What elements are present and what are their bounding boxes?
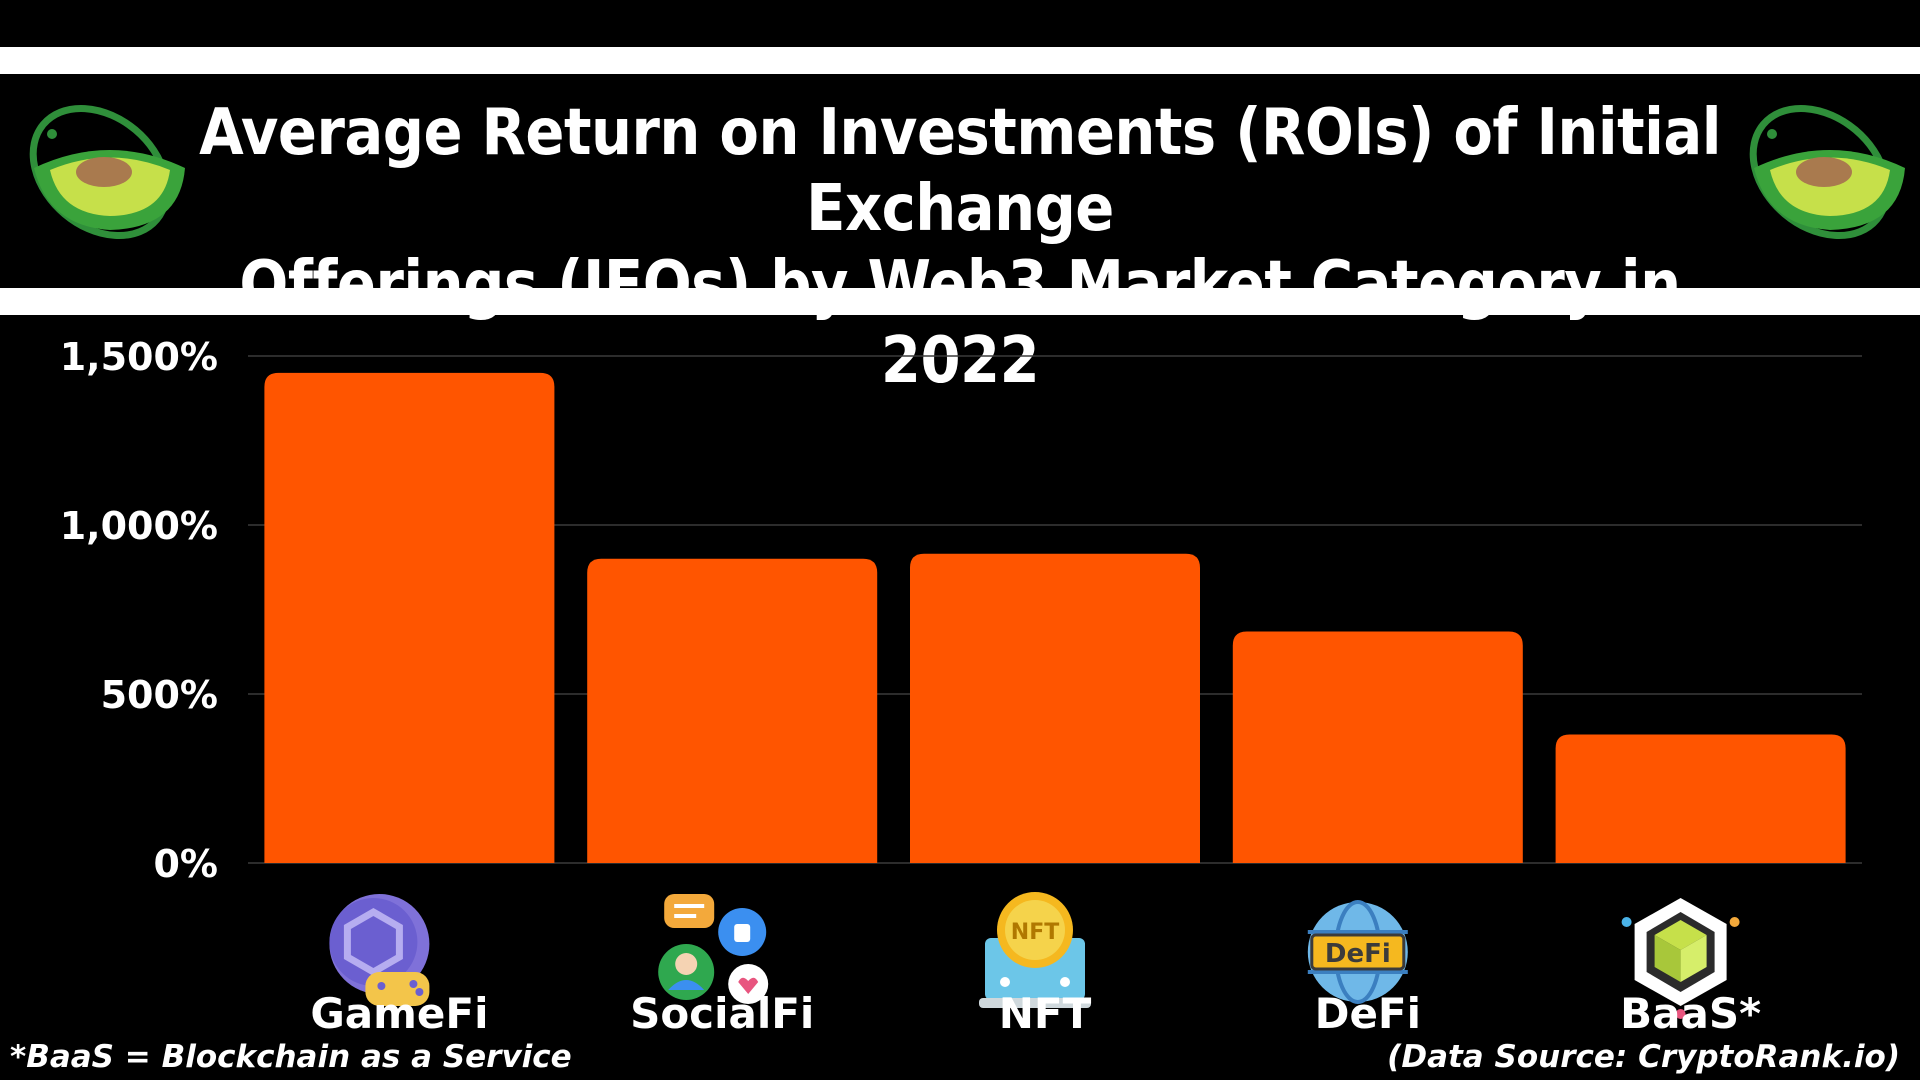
x-tick-label: BaaS*	[1620, 989, 1761, 1038]
bar-defi	[1232, 631, 1523, 863]
y-tick-label: 500%	[101, 673, 218, 717]
x-tick-label: GameFi	[310, 989, 488, 1038]
footnote: *BaaS = Blockchain as a Service	[10, 1039, 572, 1075]
y-tick-label: 1,000%	[60, 504, 218, 548]
avocado-planet-icon	[29, 104, 185, 240]
chart-title: Average Return on Investments (ROIs) of …	[180, 95, 1740, 399]
svg-text:NFT: NFT	[1011, 920, 1059, 945]
x-tick-label: NFT	[999, 989, 1092, 1038]
nft-icon: NFT	[979, 892, 1091, 1008]
bar-gamefi	[264, 372, 555, 863]
bar-socialfi	[587, 558, 878, 863]
bars	[264, 372, 1846, 863]
bar-chart: 0% 500% 1,000% 1,500%	[60, 335, 1862, 1038]
y-tick-label: 1,500%	[60, 335, 218, 379]
avocado-planet-icon	[1749, 104, 1905, 240]
category-icons: NFT DeFi	[329, 892, 1740, 1019]
bar-baas	[1555, 734, 1846, 863]
baas-cube-icon	[1621, 898, 1740, 1019]
socialfi-icon	[658, 894, 769, 1004]
x-axis-labels: GameFi SocialFi NFT DeFi BaaS*	[310, 989, 1761, 1038]
svg-text:DeFi: DeFi	[1325, 939, 1391, 969]
gamefi-icon	[329, 894, 430, 1006]
x-tick-label: DeFi	[1315, 989, 1421, 1038]
y-tick-label: 0%	[153, 842, 218, 886]
header-top-band	[0, 47, 1920, 74]
header-bottom-band	[0, 288, 1920, 315]
chart-title-line-1: Average Return on Investments (ROIs) of …	[199, 96, 1721, 246]
source-note: (Data Source: CryptoRank.io)	[1387, 1039, 1900, 1075]
x-tick-label: SocialFi	[630, 989, 814, 1038]
bar-nft	[910, 553, 1200, 863]
chart-title-line-2: Offerings (IEOs) by Web3 Market Category…	[239, 248, 1681, 398]
defi-globe-icon: DeFi	[1307, 900, 1408, 1004]
y-axis-ticks: 0% 500% 1,000% 1,500%	[60, 335, 218, 886]
